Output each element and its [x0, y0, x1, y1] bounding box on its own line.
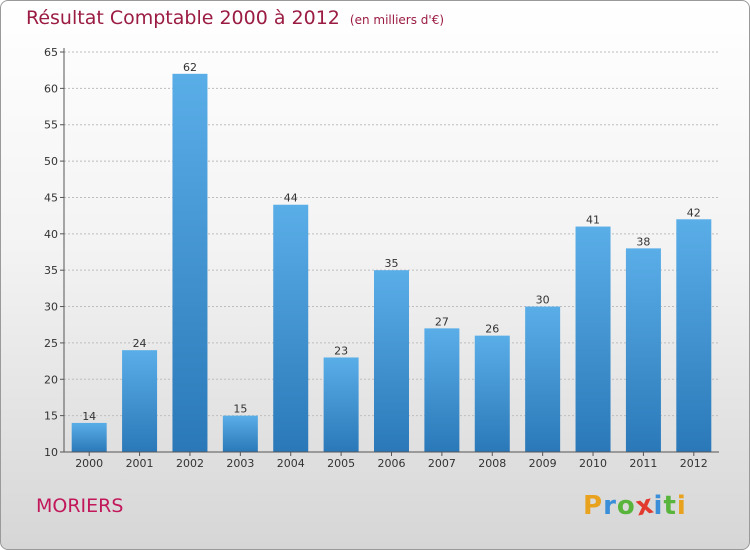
bar-2011: [625, 248, 661, 452]
x-tick-label: 2003: [226, 457, 254, 470]
bar-value-label: 14: [82, 410, 96, 423]
logo-letter: o: [616, 491, 636, 521]
bars: [71, 73, 712, 453]
x-tick-label: 2011: [629, 457, 657, 470]
x-tick-label: 2000: [75, 457, 103, 470]
chart-title: Résultat Comptable 2000 à 2012 (en millie…: [26, 7, 444, 29]
bar-2005: [323, 357, 359, 452]
bar-2008: [474, 335, 510, 452]
bar-value-label: 24: [133, 337, 147, 350]
logo-letter: P: [583, 491, 604, 521]
y-tick-label: 40: [44, 228, 58, 241]
x-tick-label: 2004: [277, 457, 305, 470]
y-tick-label: 60: [44, 82, 58, 95]
commune-name: MORIERS: [36, 495, 124, 517]
bar-2010: [575, 226, 611, 452]
axes: [60, 48, 719, 456]
bar-value-label: 41: [586, 214, 600, 227]
bar-2002: [172, 73, 208, 453]
bar-2001: [122, 350, 158, 452]
bar-value-label: 30: [536, 294, 550, 307]
y-tick-label: 35: [44, 264, 58, 277]
chart-title-text: Résultat Comptable 2000 à 2012: [26, 7, 340, 29]
bar-value-label: 35: [385, 257, 399, 270]
x-tick-label: 2001: [126, 457, 154, 470]
y-tick-label: 25: [44, 337, 58, 350]
y-tick-label: 45: [44, 191, 58, 204]
bar-value-label: 62: [183, 61, 197, 74]
bar-2006: [374, 270, 409, 452]
x-tick-label: 2010: [579, 457, 607, 470]
chart-subtitle: (en milliers d'€): [349, 13, 445, 27]
x-tick-label: 2012: [680, 457, 708, 470]
bar-value-label: 27: [435, 315, 449, 328]
bar-2003: [222, 415, 258, 452]
logo-letter: i: [653, 491, 664, 521]
bar-2007: [424, 328, 460, 452]
y-tick-label: 65: [44, 46, 58, 59]
bar-2009: [525, 306, 561, 452]
proxiti-logo: Proxiti: [583, 489, 687, 522]
x-tick-label: 2005: [327, 457, 355, 470]
y-tick-label: 10: [44, 446, 58, 459]
y-tick-label: 15: [44, 410, 58, 423]
bar-value-label: 42: [687, 206, 701, 219]
labels: 10 15 20 25 30 35 40 45 50 55 60 65 14 2000 24 2001 62 20…: [44, 46, 708, 470]
bar-value-label: 23: [334, 344, 348, 357]
bar-2012: [676, 219, 712, 452]
x-tick-label: 2008: [478, 457, 506, 470]
y-tick-label: 30: [44, 301, 58, 314]
logo-letter: i: [676, 491, 687, 521]
bar-2000: [71, 422, 107, 452]
bar-value-label: 44: [284, 192, 298, 205]
logo-letter: t: [663, 491, 677, 521]
bar-value-label: 38: [636, 235, 650, 248]
bar-2004: [273, 204, 309, 452]
y-tick-label: 50: [44, 155, 58, 168]
bar-value-label: 26: [485, 323, 499, 336]
x-tick-label: 2006: [378, 457, 406, 470]
bar-value-label: 15: [233, 403, 247, 416]
x-tick-label: 2002: [176, 457, 204, 470]
y-tick-label: 20: [44, 373, 58, 386]
x-tick-label: 2009: [529, 457, 557, 470]
x-tick-label: 2007: [428, 457, 456, 470]
logo-letter: r: [603, 491, 617, 521]
y-tick-label: 55: [44, 119, 58, 132]
